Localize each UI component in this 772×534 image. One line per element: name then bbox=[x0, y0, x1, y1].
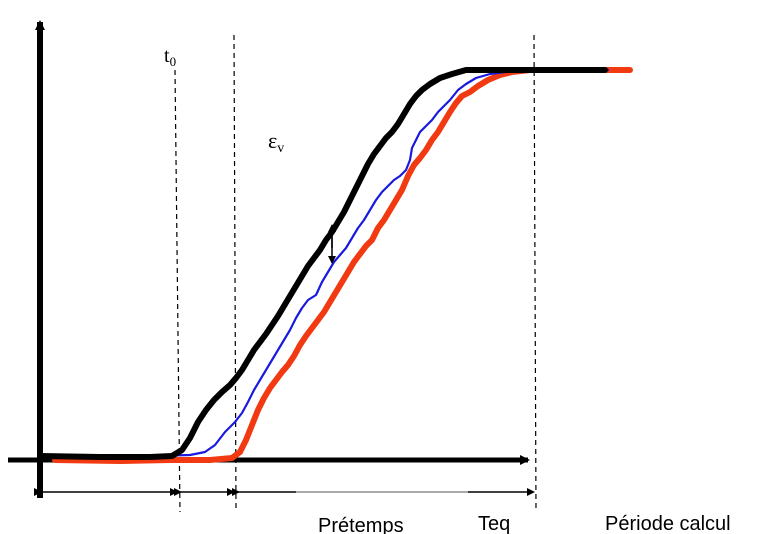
teq-end-dashed-line bbox=[533, 34, 537, 511]
pretemps-label: Prétemps bbox=[318, 515, 404, 534]
periode-calcul-label: Période calcul bbox=[605, 513, 731, 534]
blue-curve bbox=[38, 68, 610, 458]
epsilon-v-label: εv bbox=[268, 128, 284, 156]
red-curve bbox=[52, 67, 633, 464]
pretemps-end-dashed-line bbox=[233, 34, 237, 511]
teq-label: Teq bbox=[478, 513, 510, 534]
black-curve bbox=[37, 67, 608, 460]
t0-dashed-line bbox=[174, 69, 181, 513]
t0-label: t0 bbox=[164, 45, 176, 69]
